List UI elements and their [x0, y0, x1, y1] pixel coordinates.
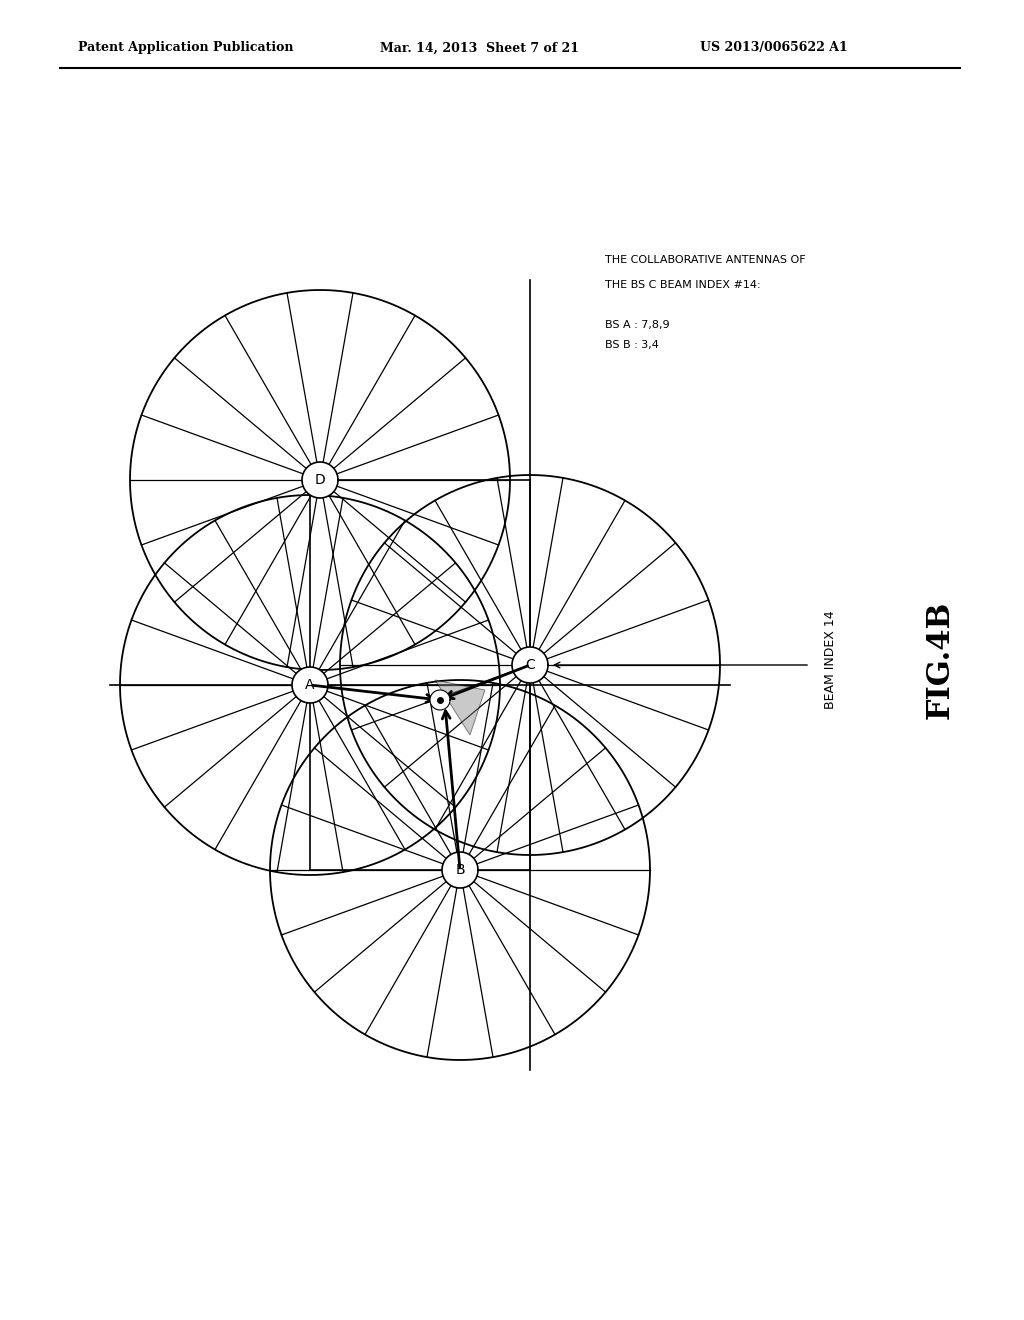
- Polygon shape: [442, 851, 478, 888]
- Polygon shape: [302, 462, 338, 498]
- Text: US 2013/0065622 A1: US 2013/0065622 A1: [700, 41, 848, 54]
- Text: BS B : 3,4: BS B : 3,4: [605, 341, 658, 350]
- Text: Patent Application Publication: Patent Application Publication: [78, 41, 294, 54]
- Text: BS A : 7,8,9: BS A : 7,8,9: [605, 319, 670, 330]
- Polygon shape: [292, 667, 328, 704]
- Text: D: D: [314, 473, 326, 487]
- Polygon shape: [430, 690, 450, 710]
- Polygon shape: [512, 647, 548, 682]
- Text: Mar. 14, 2013  Sheet 7 of 21: Mar. 14, 2013 Sheet 7 of 21: [380, 41, 579, 54]
- Polygon shape: [435, 680, 485, 735]
- Text: FIG.4B: FIG.4B: [925, 601, 955, 719]
- Text: B: B: [456, 863, 465, 876]
- Text: C: C: [525, 657, 535, 672]
- Text: BEAM INDEX 14: BEAM INDEX 14: [823, 611, 837, 709]
- Text: THE BS C BEAM INDEX #14:: THE BS C BEAM INDEX #14:: [605, 280, 761, 290]
- Text: A: A: [305, 678, 314, 692]
- Text: THE COLLABORATIVE ANTENNAS OF: THE COLLABORATIVE ANTENNAS OF: [605, 255, 806, 265]
